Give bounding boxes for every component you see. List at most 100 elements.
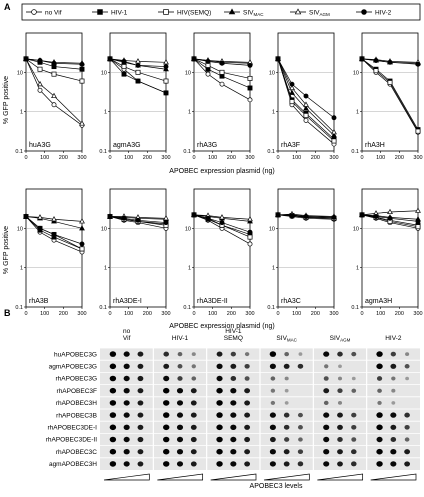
blot-band <box>109 436 117 443</box>
blot-band <box>216 461 223 467</box>
y-tick-label: 1 <box>272 266 275 272</box>
legend-entry: no Vif <box>45 9 62 16</box>
data-point <box>373 68 379 74</box>
blot-band <box>216 375 223 382</box>
data-point <box>331 115 337 121</box>
data-point <box>163 215 169 221</box>
blot-band <box>351 449 357 455</box>
legend-marker <box>294 8 302 15</box>
blot-band <box>283 412 290 418</box>
plot-frame <box>193 32 251 152</box>
blot-band <box>390 424 397 430</box>
titration-wedge <box>317 473 364 481</box>
data-point <box>37 66 43 72</box>
data-point <box>219 69 225 75</box>
plot-frame <box>109 32 167 152</box>
data-point <box>303 93 309 99</box>
panel-a-letter: A <box>4 2 11 12</box>
series-line <box>277 58 335 119</box>
blot-band <box>404 424 410 430</box>
blot-band <box>269 436 276 443</box>
blot-band <box>376 351 383 357</box>
chart-title: rhA3C <box>281 298 301 305</box>
blot-x-label: APOBEC3 levels <box>250 483 303 490</box>
blot-band <box>230 412 237 418</box>
blot-band <box>376 436 383 443</box>
legend-entry: SIVAGM <box>309 9 330 16</box>
blot-band <box>216 351 223 357</box>
blot-band <box>163 363 170 369</box>
series-line <box>193 214 251 235</box>
blot-band <box>190 400 197 406</box>
blot-band <box>216 436 223 443</box>
plot-frame <box>193 188 251 308</box>
data-point <box>373 214 379 219</box>
x-tick-label: 200 <box>395 155 404 161</box>
series-line <box>25 216 83 222</box>
legend-subscript: AGM <box>319 12 330 17</box>
blot-band <box>137 375 144 382</box>
legend-box <box>21 3 421 21</box>
blot-band <box>337 437 343 442</box>
blot-band <box>190 388 197 394</box>
blot-band <box>270 400 276 405</box>
x-tick-label: 200 <box>143 155 152 161</box>
y-tick-label: 0.1 <box>183 305 191 311</box>
y-tick-label: 10 <box>269 70 275 76</box>
legend-marker <box>361 9 367 15</box>
titration-wedge <box>210 473 257 481</box>
blot-band <box>109 375 117 382</box>
blot-band <box>376 461 383 467</box>
x-tick-label: 0 <box>108 311 111 317</box>
series-line <box>109 58 167 70</box>
data-point <box>331 138 337 144</box>
y-tick-label: 1 <box>356 110 359 116</box>
blot-band <box>323 436 330 443</box>
data-point <box>37 214 43 220</box>
series-line <box>361 214 419 220</box>
data-point <box>331 214 337 220</box>
blot-band <box>109 351 117 357</box>
data-point <box>331 132 337 138</box>
data-point <box>79 61 85 67</box>
data-point <box>51 231 57 237</box>
blot-band <box>269 351 277 357</box>
blot-band <box>216 363 223 369</box>
blot-band <box>163 461 170 467</box>
blot-band <box>404 449 411 455</box>
blot-band <box>244 424 251 430</box>
y-tick-label: 0.1 <box>183 149 191 155</box>
x-axis-label-top: APOBEC expression plasmid (ng) <box>169 168 274 175</box>
blot-band <box>297 363 304 369</box>
data-point <box>303 105 309 111</box>
data-point <box>163 78 169 84</box>
series-line <box>361 58 419 133</box>
blot-band <box>216 400 223 406</box>
blot-band <box>324 364 329 369</box>
series-line <box>361 58 419 130</box>
blot-band <box>176 412 184 418</box>
blot-header: SEMQ <box>224 335 243 342</box>
chart-title: rhA3DE-I <box>113 298 142 305</box>
data-point <box>275 212 281 218</box>
blot-row-label: rhAPOBEC3B <box>56 412 97 419</box>
y-tick-label: 0.1 <box>351 149 359 155</box>
blot-band <box>163 412 170 418</box>
series-line <box>109 216 167 220</box>
series-line <box>277 214 335 220</box>
blot-band <box>391 401 396 405</box>
data-point <box>289 84 295 91</box>
blot-band <box>351 412 357 418</box>
series-line <box>109 58 167 67</box>
blot-band <box>137 436 144 443</box>
chart-title: agmA3G <box>113 142 141 149</box>
blot-band <box>163 400 170 406</box>
data-point <box>247 97 253 103</box>
series-line <box>361 58 419 63</box>
data-point <box>247 62 253 68</box>
blot-band <box>390 437 397 442</box>
x-tick-label: 0 <box>108 155 111 161</box>
blot-band <box>190 424 197 430</box>
blot-band <box>391 388 396 393</box>
